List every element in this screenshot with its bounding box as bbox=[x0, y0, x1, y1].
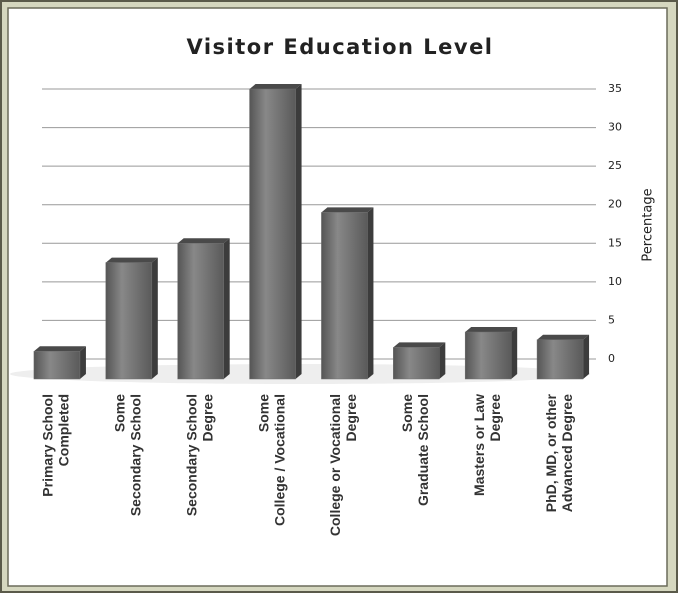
y-tick-label: 0 bbox=[608, 352, 615, 365]
x-tick-label: Some bbox=[112, 394, 128, 432]
bar bbox=[321, 212, 368, 380]
x-tick-label: PhD, MD, or other bbox=[543, 393, 559, 512]
bar-top bbox=[393, 342, 446, 348]
bar-side bbox=[511, 327, 518, 379]
x-tick-label: Some bbox=[399, 394, 415, 432]
y-tick-label: 20 bbox=[608, 198, 622, 211]
x-tick-label: Primary School bbox=[40, 394, 56, 497]
y-tick-label: 25 bbox=[608, 159, 622, 172]
bar bbox=[536, 339, 584, 380]
x-tick-label: Degree bbox=[199, 394, 215, 442]
bar-side bbox=[439, 342, 446, 379]
bar-top bbox=[249, 84, 302, 89]
x-tick-label: College / Vocational bbox=[271, 394, 287, 526]
bar-top bbox=[537, 334, 590, 340]
x-tick-label: Degree bbox=[343, 394, 359, 442]
bar-side bbox=[583, 334, 590, 379]
bar bbox=[177, 243, 224, 380]
bar-top bbox=[33, 346, 86, 352]
x-tick-label: Completed bbox=[56, 394, 72, 466]
bar-side bbox=[79, 346, 86, 379]
bar-top bbox=[465, 327, 518, 332]
bar-side bbox=[295, 84, 302, 379]
bar bbox=[249, 88, 296, 380]
x-tick-label: Secondary School bbox=[128, 394, 144, 516]
bar bbox=[393, 347, 440, 380]
bar-top bbox=[177, 238, 230, 244]
x-tick-label: College or Vocational bbox=[327, 394, 343, 536]
chart-title: Visitor Education Level bbox=[186, 35, 493, 59]
bar bbox=[33, 351, 81, 380]
x-tick-label: Degree bbox=[487, 394, 503, 442]
y-tick-label: 5 bbox=[608, 313, 615, 326]
bar-side bbox=[367, 207, 374, 379]
y-tick-label: 15 bbox=[608, 236, 622, 249]
bar bbox=[105, 262, 153, 380]
bar-side bbox=[151, 257, 158, 379]
y-tick-label: 30 bbox=[608, 121, 622, 134]
x-tick-label: Graduate School bbox=[415, 394, 431, 506]
bar-top bbox=[321, 207, 374, 213]
x-tick-label: Some bbox=[255, 394, 271, 432]
bar-side bbox=[223, 238, 230, 379]
y-tick-label: 35 bbox=[608, 82, 622, 95]
x-tick-label: Advanced Degree bbox=[559, 394, 575, 512]
x-tick-label: Secondary School bbox=[183, 394, 199, 516]
y-tick-label: 10 bbox=[608, 275, 622, 288]
y-axis-label: Percentage bbox=[641, 188, 656, 261]
bar-top bbox=[105, 257, 158, 263]
bar bbox=[464, 331, 512, 380]
x-tick-label: Masters or Law bbox=[471, 394, 487, 496]
